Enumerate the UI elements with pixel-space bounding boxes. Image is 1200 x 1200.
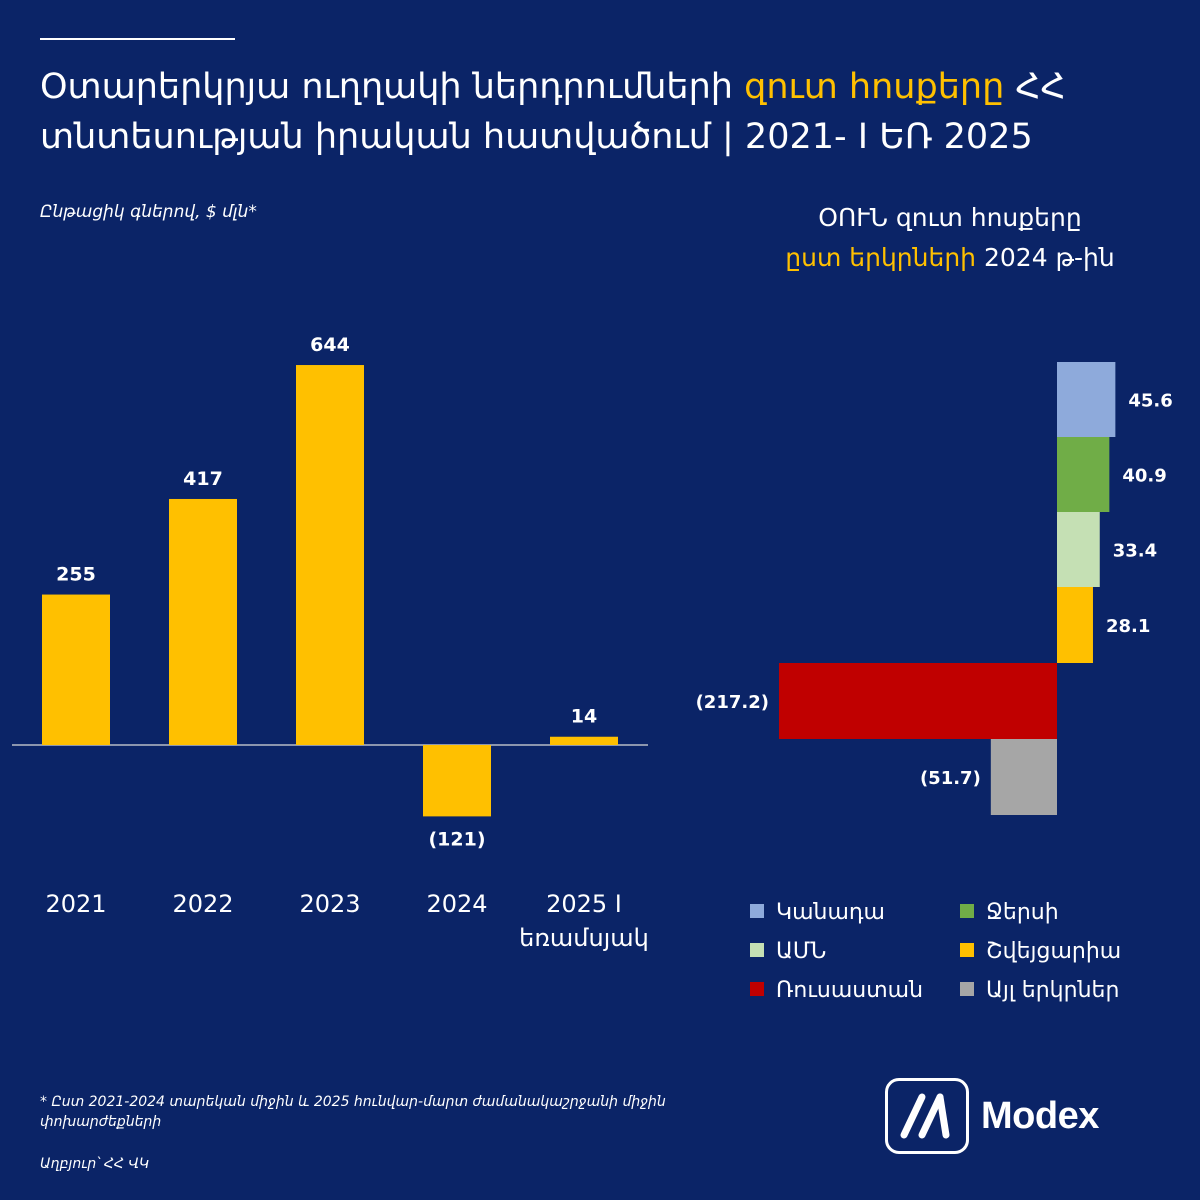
bar-value-label: 417 bbox=[183, 468, 223, 490]
modex-logo-icon bbox=[885, 1078, 969, 1154]
hbar-value-label: 40.9 bbox=[1122, 466, 1166, 487]
title-part-2: ՀՀ տնտեսության իրական հատվածում | 2021- … bbox=[40, 67, 1066, 157]
legend-label: ԱՄՆ bbox=[776, 939, 827, 964]
legend-item: Շվեյցարիա bbox=[960, 939, 1121, 964]
left-chart-subtitle: Ընթացիկ գներով, $ մլն* bbox=[40, 202, 257, 222]
legend-label: Ռուսաստան bbox=[776, 978, 924, 1003]
source-note: Աղբյուր՝ ՀՀ ՎԿ bbox=[40, 1156, 150, 1172]
bar-2022 bbox=[169, 498, 237, 745]
hbar-value-label: 45.6 bbox=[1128, 391, 1172, 412]
title-part-1: Օտարերկրյա ուղղակի ներդրումների bbox=[40, 67, 745, 107]
category-label: 2025 I bbox=[546, 890, 622, 918]
right-title-line-1: ՕՈՒՆ զուտ հոսքերը bbox=[818, 203, 1082, 232]
legend-item: ԱՄՆ bbox=[750, 939, 826, 964]
legend-swatch bbox=[750, 943, 764, 957]
legend-label: Շվեյցարիա bbox=[986, 939, 1122, 964]
bar-2021 bbox=[42, 594, 110, 745]
right-title-accent: ըստ երկրների bbox=[785, 243, 977, 272]
hbar-Ջերսի bbox=[1057, 437, 1110, 512]
bar-value-label: (121) bbox=[428, 828, 485, 850]
title-accent: զուտ հոսքերը bbox=[744, 67, 1005, 107]
category-label: 2021 bbox=[45, 890, 106, 918]
legend-swatch bbox=[960, 904, 974, 918]
category-label: եռամսյակ bbox=[519, 924, 649, 952]
bar-value-label: 644 bbox=[310, 334, 350, 356]
legend-item: Կանադա bbox=[750, 900, 885, 925]
bar-2023 bbox=[296, 365, 364, 745]
legend-swatch bbox=[750, 904, 764, 918]
hbar-value-label: (217.2) bbox=[696, 692, 769, 713]
hbar-Կանադա bbox=[1057, 362, 1116, 437]
legend-swatch bbox=[960, 943, 974, 957]
legend-label: Այլ երկրներ bbox=[986, 978, 1120, 1003]
legend-item: Ջերսի bbox=[960, 900, 1059, 925]
modex-logo: Modex bbox=[885, 1078, 1099, 1154]
hbar-Շվեյցարիա bbox=[1057, 587, 1093, 663]
title-rule bbox=[40, 38, 235, 40]
hbar-Այլ երկրներ bbox=[990, 739, 1057, 815]
right-title-line-2: ըստ երկրների 2024 թ-ին bbox=[700, 238, 1200, 278]
hbar-value-label: 33.4 bbox=[1113, 541, 1157, 562]
legend-swatch bbox=[960, 982, 974, 996]
right-chart-title: ՕՈՒՆ զուտ հոսքերը ըստ երկրների 2024 թ-ին bbox=[700, 198, 1200, 278]
bar-value-label: 255 bbox=[56, 564, 96, 586]
page-title: Օտարերկրյա ուղղակի ներդրումների զուտ հոս… bbox=[40, 62, 1170, 162]
hbar-value-label: (51.7) bbox=[920, 768, 981, 789]
footnote: * Ըստ 2021-2024 տարեկան միջին և 2025 հու… bbox=[40, 1094, 666, 1130]
hbar-ԱՄՆ bbox=[1057, 512, 1100, 587]
bar-2025 bbox=[550, 736, 618, 745]
bar-2024 bbox=[423, 745, 491, 817]
legend-label: Ջերսի bbox=[986, 900, 1059, 925]
hbar-Ռուսաստան bbox=[778, 663, 1057, 739]
legend-item: Այլ երկրներ bbox=[960, 978, 1119, 1003]
right-title-rest: 2024 թ-ին bbox=[976, 243, 1115, 272]
legend-label: Կանադա bbox=[776, 900, 885, 925]
category-label: 2024 bbox=[426, 890, 487, 918]
hbar-value-label: 28.1 bbox=[1106, 616, 1150, 637]
category-label: 2023 bbox=[299, 890, 360, 918]
legend-item: Ռուսաստան bbox=[750, 978, 923, 1003]
category-label: 2022 bbox=[172, 890, 233, 918]
legend-swatch bbox=[750, 982, 764, 996]
modex-logo-text: Modex bbox=[981, 1094, 1099, 1137]
bar-value-label: 14 bbox=[571, 706, 597, 728]
